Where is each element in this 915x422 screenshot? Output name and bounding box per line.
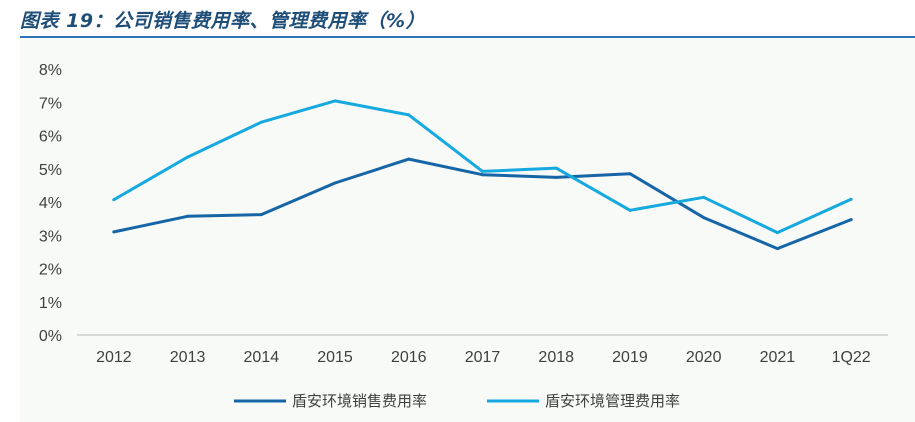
data-point xyxy=(849,218,853,222)
plot-area: 0% 1% 2% 3% 4% 5% 6% 7% 8% 2012 2013 2014 2015 2016 20… xyxy=(39,62,888,366)
data-point xyxy=(112,198,116,202)
legend-label: 盾安环境管理费用率 xyxy=(545,392,680,410)
data-point xyxy=(186,155,190,159)
y-tick-label: 3% xyxy=(39,228,62,245)
series-group xyxy=(112,157,853,251)
data-point xyxy=(702,195,706,199)
x-tick-label: 2012 xyxy=(96,349,132,366)
data-point xyxy=(849,197,853,201)
x-tick-label: 2021 xyxy=(760,349,796,366)
title-divider xyxy=(20,36,915,38)
series-line xyxy=(112,99,853,235)
y-tick-label: 8% xyxy=(39,62,62,79)
data-point xyxy=(259,120,263,124)
data-point xyxy=(702,216,706,220)
data-point xyxy=(333,99,337,103)
chart-legend: 盾安环境销售费用率 盾安环境管理费用率 xyxy=(234,392,680,410)
x-tick-label: 2013 xyxy=(170,349,206,366)
y-tick-label: 5% xyxy=(39,162,62,179)
chart-background xyxy=(20,38,915,422)
data-point xyxy=(775,231,779,235)
y-tick-label: 1% xyxy=(39,295,62,312)
data-point xyxy=(112,230,116,234)
x-tick-label: 2014 xyxy=(244,349,280,366)
x-tick-label: 2018 xyxy=(538,349,574,366)
y-tick-label: 6% xyxy=(39,129,62,146)
data-point xyxy=(554,175,558,179)
y-tick-label: 7% xyxy=(39,95,62,112)
y-tick-label: 0% xyxy=(39,328,62,345)
x-tick-label: 1Q22 xyxy=(832,349,871,366)
x-tick-label: 2017 xyxy=(465,349,501,366)
data-point xyxy=(186,214,190,218)
x-tick-label: 2016 xyxy=(391,349,427,366)
data-point xyxy=(775,247,779,251)
series-group xyxy=(112,99,853,235)
data-point xyxy=(628,172,632,176)
y-tick-label: 2% xyxy=(39,262,62,279)
x-tick-label: 2020 xyxy=(686,349,722,366)
data-point xyxy=(407,157,411,161)
data-point xyxy=(259,213,263,217)
legend-label: 盾安环境销售费用率 xyxy=(292,392,427,410)
data-point xyxy=(333,181,337,185)
data-point xyxy=(554,166,558,170)
data-point xyxy=(481,169,484,173)
figure-title: 图表 19：公司销售费用率、管理费用率（%） xyxy=(20,10,426,32)
x-tick-label: 2019 xyxy=(612,349,648,366)
x-tick-label: 2015 xyxy=(317,349,353,366)
data-point xyxy=(481,173,484,177)
data-point xyxy=(407,113,411,117)
data-point xyxy=(628,208,632,212)
y-tick-label: 4% xyxy=(39,195,62,212)
